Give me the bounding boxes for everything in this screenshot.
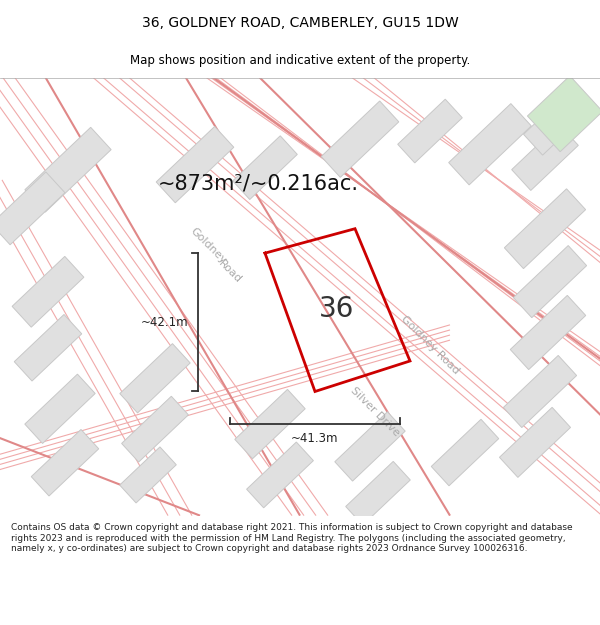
- Text: Goldney: Goldney: [188, 226, 228, 266]
- Polygon shape: [0, 172, 65, 245]
- Text: Contains OS data © Crown copyright and database right 2021. This information is : Contains OS data © Crown copyright and d…: [11, 523, 572, 553]
- Polygon shape: [505, 189, 586, 269]
- Text: 36, GOLDNEY ROAD, CAMBERLEY, GU15 1DW: 36, GOLDNEY ROAD, CAMBERLEY, GU15 1DW: [142, 16, 458, 31]
- Polygon shape: [524, 92, 586, 155]
- Text: 36: 36: [319, 294, 354, 322]
- Polygon shape: [12, 256, 84, 327]
- Polygon shape: [120, 447, 176, 503]
- Polygon shape: [31, 429, 99, 496]
- Text: Silver Drive: Silver Drive: [349, 386, 401, 438]
- Polygon shape: [503, 356, 577, 428]
- Polygon shape: [510, 296, 586, 369]
- Polygon shape: [235, 389, 305, 459]
- Polygon shape: [335, 412, 405, 481]
- Polygon shape: [499, 408, 571, 478]
- Text: Goldney Road: Goldney Road: [399, 314, 461, 376]
- Text: ~42.1m: ~42.1m: [140, 316, 188, 329]
- Text: ~41.3m: ~41.3m: [291, 432, 339, 445]
- Polygon shape: [25, 374, 95, 444]
- Polygon shape: [120, 344, 190, 413]
- Polygon shape: [431, 419, 499, 486]
- Polygon shape: [14, 314, 82, 381]
- Polygon shape: [156, 126, 234, 202]
- Polygon shape: [398, 99, 462, 163]
- Polygon shape: [25, 127, 111, 212]
- Polygon shape: [321, 101, 399, 178]
- Polygon shape: [449, 104, 532, 185]
- Text: Map shows position and indicative extent of the property.: Map shows position and indicative extent…: [130, 54, 470, 68]
- Polygon shape: [346, 461, 410, 525]
- Text: Road: Road: [217, 258, 244, 285]
- Polygon shape: [527, 76, 600, 152]
- Text: ~873m²/~0.216ac.: ~873m²/~0.216ac.: [157, 173, 359, 193]
- Polygon shape: [233, 136, 297, 199]
- Polygon shape: [122, 396, 188, 462]
- Polygon shape: [514, 246, 587, 318]
- Polygon shape: [512, 124, 578, 191]
- Polygon shape: [247, 442, 313, 508]
